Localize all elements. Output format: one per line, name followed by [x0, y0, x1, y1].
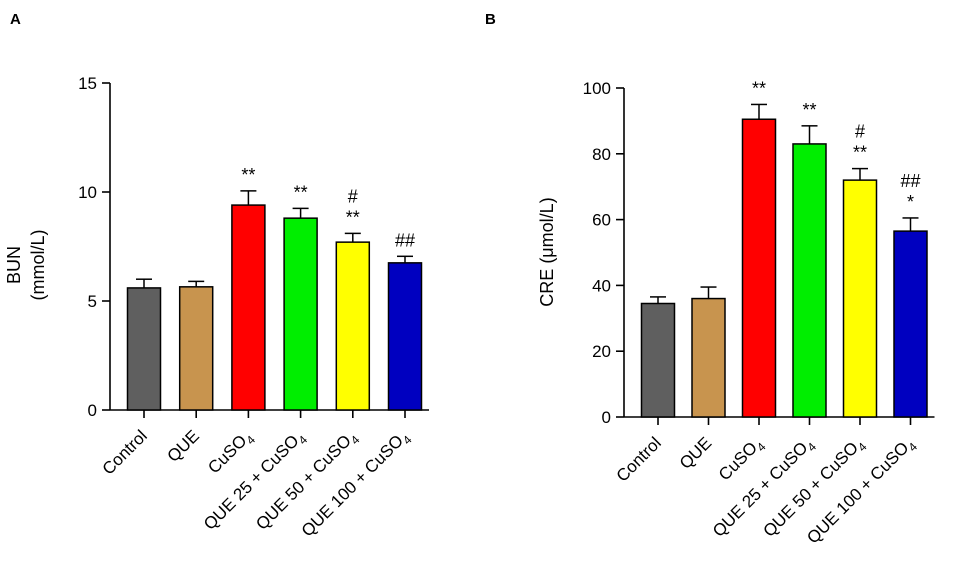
panel-b-y-tick-label: 40	[592, 276, 611, 295]
panel-a-y-tick-label: 0	[88, 401, 97, 420]
panel-a-y-axis-unit: (mmol/L)	[28, 230, 48, 301]
panel-b-category-label: Control	[613, 433, 665, 485]
panel-a-significance-marker: #	[348, 186, 358, 206]
panel-b-significance-marker: **	[853, 143, 867, 163]
panel-a-category-label: QUE	[164, 426, 203, 465]
panel-b-y-tick-label: 60	[592, 211, 611, 230]
panel-a-y-tick-label: 10	[78, 183, 97, 202]
panel-b-category-label-text: Control	[613, 433, 665, 485]
panel-b-category-label: QUE	[676, 433, 715, 472]
panel-a-significance-marker: **	[294, 182, 308, 202]
panel-b-bar	[842, 179, 878, 418]
panel-a-bar	[335, 241, 371, 411]
panel-b-bar	[741, 118, 777, 418]
panel-b-bar	[893, 230, 928, 418]
panel-a-bar	[387, 262, 423, 411]
panel-b-y-tick-label: 0	[602, 408, 611, 427]
panel-a-bar	[283, 217, 318, 411]
panel-a-y-tick-label: 15	[78, 74, 97, 93]
panel-b-bar	[792, 143, 827, 418]
panel-b-y-tick-label: 80	[592, 145, 611, 164]
panel-b-y-axis-title: CRE (μmol/L)	[537, 197, 557, 306]
panel-a-bar	[126, 287, 162, 411]
panel-a-category-label-text: Control	[99, 426, 151, 478]
panel-a-bar	[178, 286, 214, 411]
panel-a-y-axis-title: BUN	[4, 246, 24, 284]
panel-a-significance-marker: ##	[395, 230, 415, 250]
panel-b-y-tick-label: 20	[592, 342, 611, 361]
panel-b-bar	[691, 297, 726, 418]
panel-a-category-label: Control	[99, 426, 151, 478]
panel-b-significance-marker: **	[752, 78, 766, 98]
panel-b-significance-marker: ##	[900, 171, 920, 191]
panel-a-significance-marker: **	[241, 165, 255, 185]
panel-a-category-label-text: QUE 100 + CuSO	[298, 431, 407, 540]
panel-b-letter: B	[485, 11, 496, 28]
panel-b-y-tick-label: 100	[583, 79, 611, 98]
panel-b-significance-marker: *	[907, 192, 914, 212]
panel-a-significance-marker: **	[346, 207, 360, 227]
panel-b-bar	[640, 302, 676, 418]
panel-a-category-label-text: QUE	[164, 426, 203, 465]
panel-b-significance-marker: **	[802, 100, 816, 120]
panel-a-bar	[231, 204, 266, 411]
panel-b-significance-marker: #	[855, 122, 865, 142]
panel-a-y-tick-label: 5	[88, 292, 97, 311]
panel-a-letter: A	[10, 11, 21, 28]
panel-b-category-label-text: QUE	[676, 433, 715, 472]
